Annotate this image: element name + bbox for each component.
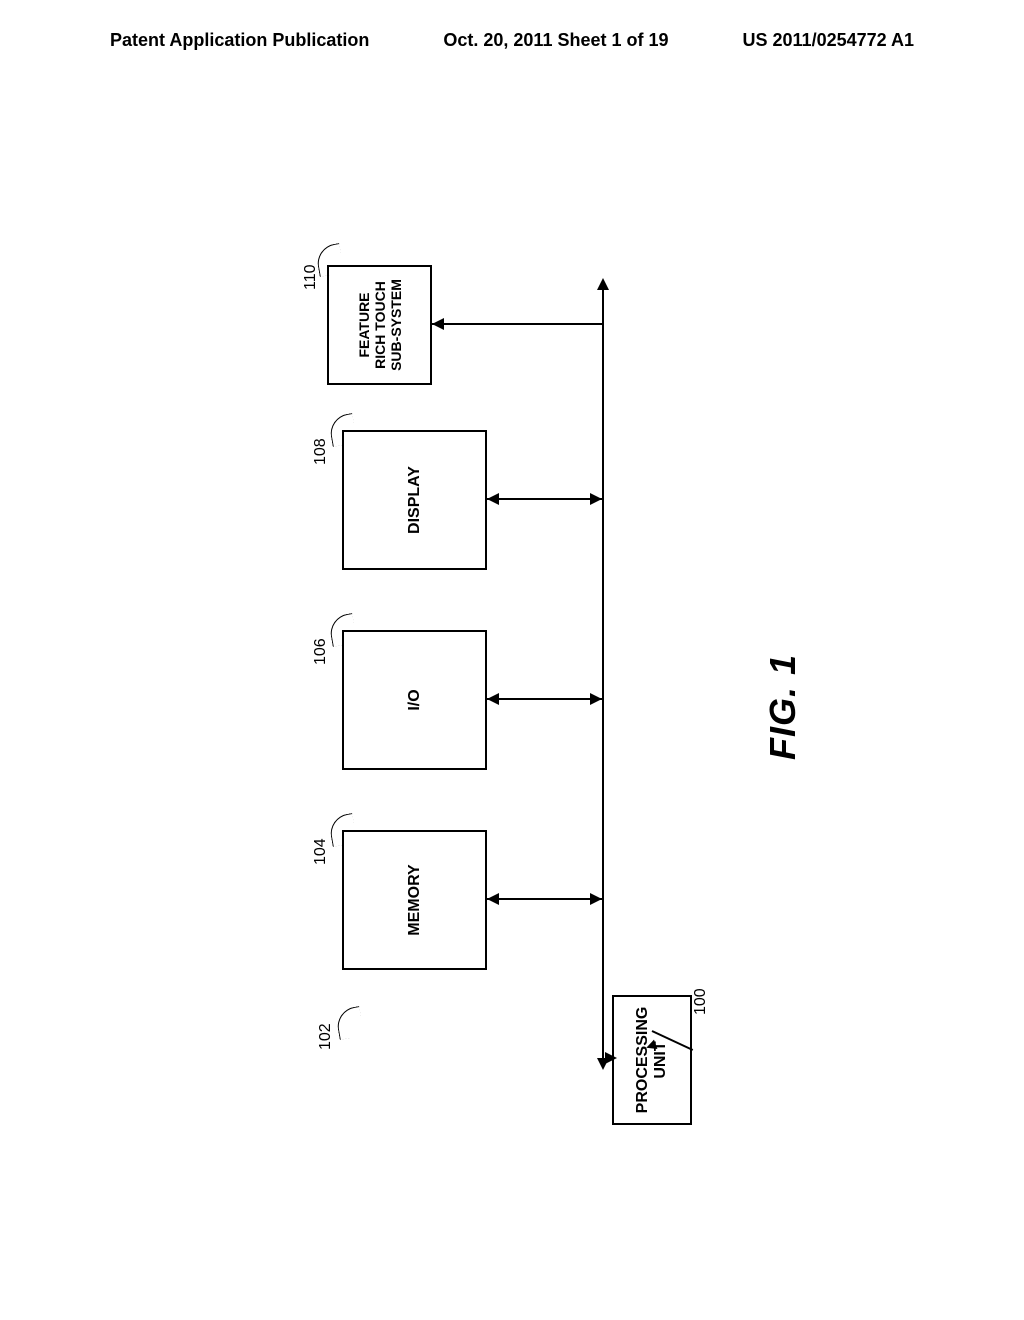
lead-line-104 <box>328 813 358 847</box>
arrow-down-icon <box>590 493 602 505</box>
connector-feature <box>432 323 602 325</box>
block-io-label: I/O <box>406 689 424 710</box>
diagram-container: PROCESSING UNIT MEMORY I/O DISPLAY FEATU… <box>0 140 1024 1240</box>
arrow-down-icon <box>590 693 602 705</box>
diagram-rotated: PROCESSING UNIT MEMORY I/O DISPLAY FEATU… <box>162 240 862 1140</box>
header-right: US 2011/0254772 A1 <box>743 30 914 51</box>
block-io: I/O <box>342 630 487 770</box>
arrow-down-icon <box>605 1052 617 1064</box>
ref-label-102: 102 <box>317 1023 335 1050</box>
ref-label-100: 100 <box>692 988 710 1015</box>
block-memory: MEMORY <box>342 830 487 970</box>
connector-display <box>487 498 602 500</box>
lead-line-110 <box>315 243 345 277</box>
figure-label: FIG. 1 <box>762 654 804 760</box>
arrow-up-icon <box>487 893 499 905</box>
block-display-label: DISPLAY <box>406 466 424 534</box>
block-processing-unit: PROCESSING UNIT <box>612 995 692 1125</box>
lead-line-108 <box>328 413 358 447</box>
block-feature-touch: FEATURE RICH TOUCH SUB-SYSTEM <box>327 265 432 385</box>
lead-line-102 <box>335 1006 365 1040</box>
header-left: Patent Application Publication <box>110 30 369 51</box>
connector-io <box>487 698 602 700</box>
block-feature-label: FEATURE RICH TOUCH SUB-SYSTEM <box>356 279 404 371</box>
lead-line-106 <box>328 613 358 647</box>
arrow-right-icon <box>597 278 609 290</box>
ref-label-104: 104 <box>312 838 330 865</box>
page-header: Patent Application Publication Oct. 20, … <box>0 0 1024 71</box>
block-processing-label: PROCESSING UNIT <box>634 1007 670 1114</box>
header-center: Oct. 20, 2011 Sheet 1 of 19 <box>443 30 668 51</box>
connector-memory <box>487 898 602 900</box>
arrow-up-icon <box>487 693 499 705</box>
arrow-down-icon <box>590 893 602 905</box>
arrow-up-icon <box>487 493 499 505</box>
bus-line <box>602 290 604 1060</box>
arrow-up-icon <box>432 318 444 330</box>
ref-label-108: 108 <box>312 438 330 465</box>
ref-label-106: 106 <box>312 638 330 665</box>
block-display: DISPLAY <box>342 430 487 570</box>
block-memory-label: MEMORY <box>406 864 424 935</box>
